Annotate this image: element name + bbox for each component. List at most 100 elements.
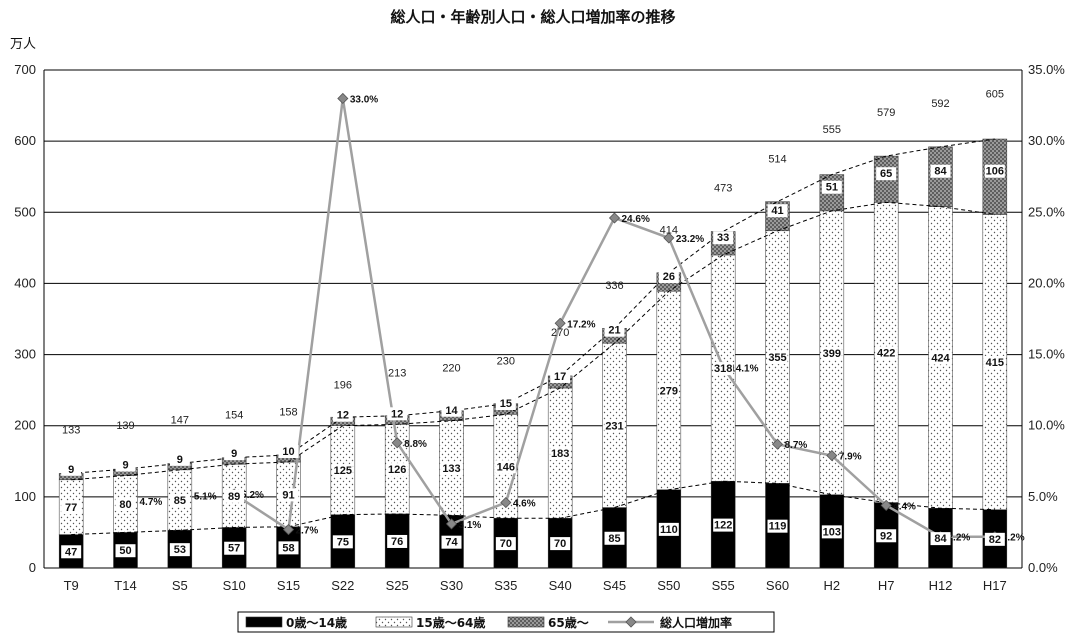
segment-label: 355 [768,352,786,364]
growth-rate-point [663,232,675,244]
x-tick-label: S35 [494,578,517,593]
x-tick-label: S60 [766,578,789,593]
segment-label: 41 [771,205,783,217]
growth-rate-label: 4.4% [893,501,916,512]
segment-label-bg [495,396,516,410]
segment-label-bg [441,535,462,549]
growth-rate-point [771,438,784,450]
x-tick-label: T14 [114,578,136,593]
growth-rate-label: 4.6% [513,499,536,510]
trend-lines [71,138,995,536]
segment-label: 126 [388,464,406,476]
growth-rate-label: 5.1% [194,491,217,502]
segment-label-bg [604,323,625,337]
segment-label-bg [658,270,679,284]
data-labels: 4777913350809139538591475789915458911015… [61,89,1005,559]
segment-label: 279 [660,385,678,397]
x-tick-label: S10 [223,578,246,593]
segment-label-bg [930,351,951,365]
growth-rate-label: 4.7% [140,497,163,508]
segment-label-bg [984,532,1005,546]
segment-label-bg [332,408,353,422]
total-label: 605 [986,89,1004,101]
segment-label: 424 [931,352,950,364]
y2-tick-label: 35.0% [1028,62,1065,77]
segment-label-bg [658,384,679,398]
segment-label: 76 [391,536,403,548]
segment-label: 82 [989,534,1001,546]
y-tick-label: 600 [14,133,36,148]
x-tick-label: H12 [929,578,953,593]
segment-label-bg [169,452,190,466]
segment-label: 15 [500,398,512,410]
segment-label: 51 [826,182,838,194]
segment-label: 47 [65,546,77,558]
segment-label: 65 [880,168,892,180]
segment-label: 119 [769,521,787,533]
trend-line [71,138,995,474]
x-axis-ticks: T9 T14 S5 S10 S15 S22 S25 S30 S35 S40 S45 S50 S55 S60… [64,578,1007,593]
segment-label-bg [441,462,462,476]
segment-label: 9 [68,464,74,476]
segment-label: 12 [337,410,349,422]
growth-rate-label: 24.6% [622,214,650,225]
segment-label-bg [495,537,516,551]
total-label: 579 [877,107,895,119]
growth-rate-point [282,524,295,536]
segment-label-bg [61,501,82,515]
segment-label-bg [930,164,951,178]
segment-label-bg [387,534,408,548]
total-label: 133 [62,424,80,436]
total-label: 473 [714,182,732,194]
segment-label-bg [169,543,190,557]
segment-label: 84 [934,533,947,545]
segment-label: 89 [228,491,240,503]
growth-rate-label: 2.2% [948,533,971,544]
segment-label-bg [767,204,788,218]
x-tick-label: H2 [824,578,841,593]
segment-label: 92 [880,530,892,542]
growth-rate-point [608,212,621,224]
legend-label: 15歳～64歳 [416,615,485,630]
segment-label: 9 [231,448,237,460]
segment-label-bg [550,537,571,551]
segment-label: 70 [554,538,566,550]
y2-axis-ticks: 0.0% 5.0% 10.0% 15.0% 20.0% 25.0% 30.0% 35.0% [1028,62,1065,575]
growth-rate-label: 33.0% [350,94,378,105]
growth-rate-label: 8.7% [785,440,808,451]
x-tick-label: S22 [331,578,354,593]
segment-label-bg [278,445,299,459]
total-label: 336 [605,280,623,292]
segment-label-bg [821,180,842,194]
y-tick-label: 400 [14,275,36,290]
segment-label: 77 [65,502,77,514]
segment-label: 183 [551,448,569,460]
segment-label: 122 [714,520,732,532]
segment-label: 399 [823,348,841,360]
y2-tick-label: 30.0% [1028,133,1065,148]
segment-label-bg [387,407,408,421]
segment-label-bg [767,351,788,365]
total-label: 196 [334,380,352,392]
segment-label-bg [224,489,245,503]
segment-label: 26 [663,271,675,283]
segment-label-bg [767,519,788,533]
segment-label-bg [278,488,299,502]
growth-rate-label: 5.2% [241,490,264,501]
segment-label: 75 [337,536,349,548]
total-label: 414 [660,224,678,236]
x-tick-label: S15 [277,578,300,593]
x-tick-label: S55 [712,578,735,593]
growth-rate-label: 2.7% [296,526,319,537]
segment-label: 9 [177,454,183,466]
growth-rate-point [337,92,349,105]
segment-label-bg [115,544,136,558]
growth-rate-point [554,317,566,329]
gridlines [43,69,1023,569]
segment-label-bg [876,346,897,360]
segment-label: 70 [500,538,512,550]
segment-label: 125 [334,465,352,477]
segment-label-bg [332,464,353,478]
x-tick-label: S30 [440,578,463,593]
x-tick-label: S40 [549,578,572,593]
